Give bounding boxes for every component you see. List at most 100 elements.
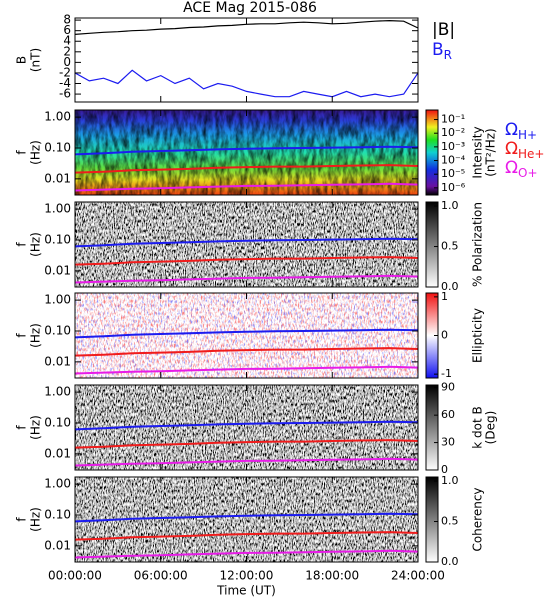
x-tick-label: 06:00:00 (134, 569, 188, 583)
series-line (75, 512, 418, 523)
x-tick-label: 24:00:00 (391, 569, 445, 583)
y-axis-label: f (15, 425, 29, 430)
legend-name: Ω (505, 120, 518, 140)
colorbar-tick-label: 0 (441, 463, 448, 476)
colorbar-tick-label: 10⁻⁴ (441, 154, 466, 167)
y-tick-label: -4 (59, 76, 71, 90)
colorbar-tick-label: 0.0 (441, 555, 459, 568)
colorbar-tick-label: 1 (441, 290, 448, 303)
colorbar-tick-label: 10⁻¹ (441, 113, 465, 126)
colorbar-tick-label: 0.5 (441, 240, 459, 253)
series-line (75, 19, 418, 35)
colorbar (425, 109, 439, 196)
y-tick-label: 0 (63, 55, 71, 69)
series-line (75, 531, 418, 541)
series-line (75, 457, 418, 467)
plot-area (75, 293, 418, 378)
colorbar (425, 476, 439, 563)
plot-area (75, 19, 418, 98)
y-tick-label: -2 (59, 65, 71, 79)
colorbar-tick-label: 1.0 (441, 474, 459, 487)
colorbar-tick-label: 1.0 (441, 199, 459, 212)
y-axis-label: f (15, 333, 29, 338)
series-line (75, 182, 418, 192)
series-line (75, 145, 418, 156)
y-tick-label: 0.01 (44, 446, 71, 460)
legend-entry: ΩH+ (505, 120, 537, 142)
legend-entry: ΩHe+ (505, 139, 544, 161)
y-axis-label: (Hz) (29, 507, 43, 532)
series-line (75, 328, 418, 339)
y-tick-label: 0.10 (44, 232, 71, 246)
legend-name: B (432, 40, 444, 60)
colorbar-label: % Polarization (471, 202, 485, 287)
legend-subscript: R (444, 48, 452, 62)
y-tick-label: 2 (63, 44, 71, 58)
legend-name: Ω (505, 139, 518, 159)
y-axis-label: B (15, 56, 29, 64)
colorbar-tick-label: 10⁻⁶ (441, 181, 466, 194)
colorbar-label: k dot B (471, 406, 485, 448)
y-axis-label: f (15, 242, 29, 247)
chart-title: ACE Mag 2015-086 (183, 0, 317, 16)
legend-subscript: O+ (518, 166, 538, 180)
colorbar-tick-label: 0 (441, 329, 448, 342)
colorbar-label: Intensity (471, 126, 485, 178)
legend-name: |B| (432, 20, 455, 40)
y-tick-label: 8 (63, 13, 71, 27)
colorbar-tick-label: 90 (441, 381, 455, 394)
plot-area (75, 385, 418, 470)
y-tick-label: 0.10 (44, 140, 71, 154)
legend-subscript: He+ (518, 147, 544, 161)
y-tick-label: 4 (63, 34, 71, 48)
x-tick-label: 00:00:00 (48, 569, 102, 583)
series-line (75, 256, 418, 266)
y-axis-label: (Hz) (29, 140, 43, 165)
y-tick-label: 1.00 (44, 293, 71, 307)
y-tick-label: 1.00 (44, 385, 71, 399)
y-axis-label: (nT) (29, 48, 43, 72)
legend-entry: ΩO+ (505, 158, 538, 180)
colorbar-label: Coherency (471, 487, 485, 551)
y-tick-label: 1.00 (44, 110, 71, 124)
legend-entry: BR (432, 40, 452, 62)
series-line (75, 439, 418, 449)
colorbar-tick-label: 0.5 (441, 515, 459, 528)
colorbar-tick-label: 10⁻³ (441, 140, 465, 153)
y-tick-label: 1.00 (44, 202, 71, 216)
series-line (75, 365, 418, 375)
series-line (75, 347, 418, 357)
colorbar-tick-label: 60 (441, 408, 455, 421)
series-line (75, 549, 418, 559)
colorbar-tick-label: 10⁻² (441, 126, 465, 139)
plot-area (75, 477, 418, 562)
colorbar-label: (nT²/Hz) (484, 128, 498, 176)
y-axis-label: f (15, 150, 29, 155)
y-axis-label: (Hz) (29, 232, 43, 257)
y-axis-label: f (15, 517, 29, 522)
y-tick-label: -6 (59, 87, 71, 101)
y-axis-label: (Hz) (29, 323, 43, 348)
colorbar-tick-label: -1 (441, 367, 452, 380)
colorbar-label: Ellipticity (471, 308, 485, 363)
y-tick-label: 0.10 (44, 415, 71, 429)
series-line (75, 164, 418, 174)
colorbar-tick-label: 10⁻⁵ (441, 167, 465, 180)
y-tick-label: 0.01 (44, 354, 71, 368)
y-tick-label: 0.01 (44, 263, 71, 277)
colorbar-tick-label: 0.0 (441, 280, 459, 293)
y-tick-label: 1.00 (44, 477, 71, 491)
colorbar (425, 201, 439, 288)
y-tick-label: 6 (63, 23, 71, 37)
x-tick-label: 18:00:00 (305, 569, 359, 583)
colorbar-label: (Deg) (484, 411, 498, 445)
series-line (75, 420, 418, 431)
series-line (75, 274, 418, 284)
series-line (75, 69, 418, 98)
plot-area (75, 110, 418, 195)
y-tick-label: 0.10 (44, 507, 71, 521)
y-tick-label: 0.10 (44, 323, 71, 337)
colorbar (425, 384, 439, 471)
legend-subscript: H+ (518, 128, 537, 142)
